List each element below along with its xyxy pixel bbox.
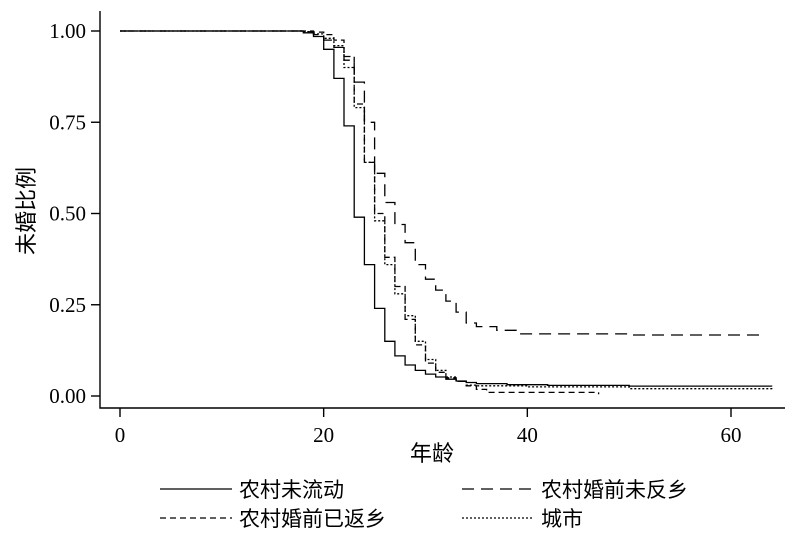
- x-tick-label: 0: [115, 423, 126, 447]
- series-line-1: [120, 30, 763, 336]
- legend-label-2: 农村婚前已返乡: [239, 507, 386, 531]
- legend-label-3: 城市: [541, 507, 583, 531]
- axis-frame: [99, 11, 785, 409]
- x-tick-label: 60: [721, 423, 742, 447]
- x-tick-label: 20: [313, 423, 334, 447]
- plot-area: 0 20 40 60 0.00 0.25 0.50 0.75 1.00: [49, 11, 785, 447]
- y-axis-ticks: 0.00 0.25 0.50 0.75 1.00: [49, 19, 100, 408]
- x-axis-ticks: 0 20 40 60: [115, 408, 742, 447]
- x-axis-title: 年龄: [410, 442, 454, 467]
- y-tick-label: 0.25: [49, 293, 86, 317]
- series-line-2: [120, 30, 600, 395]
- legend: 农村未流动 农村婚前未反乡 农村婚前已返乡 城市: [160, 478, 688, 531]
- y-tick-label: 0.00: [49, 384, 86, 408]
- series-line-0: [120, 30, 773, 387]
- y-tick-label: 0.50: [49, 202, 86, 226]
- legend-label-1: 农村婚前未反乡: [541, 478, 688, 502]
- series-line-3: [120, 30, 773, 390]
- y-tick-label: 0.75: [49, 110, 86, 134]
- series-lines: [120, 30, 773, 395]
- legend-label-0: 农村未流动: [239, 478, 344, 502]
- x-tick-label: 40: [517, 423, 538, 447]
- y-tick-label: 1.00: [49, 19, 86, 43]
- y-axis-title: 未婚比例: [15, 167, 40, 255]
